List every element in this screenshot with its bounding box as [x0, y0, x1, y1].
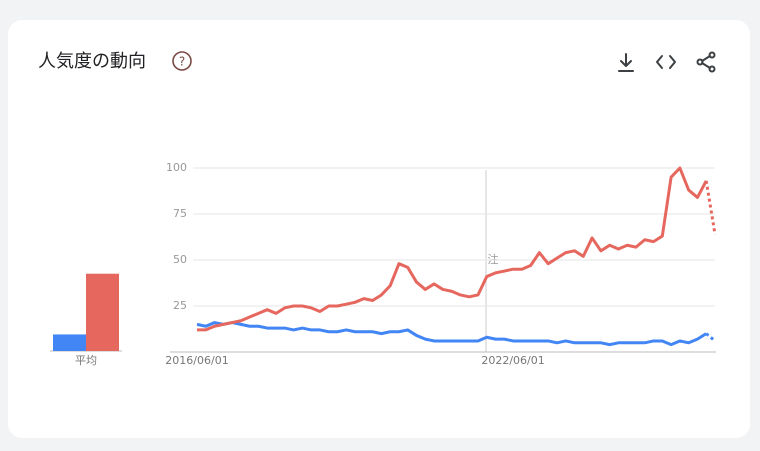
trend-line	[197, 166, 708, 332]
download-icon[interactable]	[618, 53, 634, 72]
y-tick-label: 100	[166, 161, 187, 174]
partial-segment	[705, 332, 716, 343]
embed-icon[interactable]	[656, 55, 676, 69]
x-tick-label: 2016/06/01	[165, 354, 228, 367]
y-tick-label: 50	[173, 253, 187, 266]
help-icon[interactable]: ?	[172, 51, 192, 71]
y-tick-label: 75	[173, 207, 187, 220]
x-tick-label: 平均	[75, 354, 97, 367]
annotation: 注	[488, 252, 499, 266]
y-tick-label: 25	[173, 299, 187, 312]
trend-line	[196, 321, 708, 347]
card	[8, 20, 750, 438]
average-bar	[86, 273, 119, 351]
average-bar	[53, 334, 86, 351]
share-icon[interactable]	[696, 51, 716, 73]
widget-title: 人気度の動向	[38, 51, 146, 72]
help-text[interactable]: ?	[179, 55, 185, 69]
x-tick-label: 2022/06/01	[481, 354, 544, 367]
